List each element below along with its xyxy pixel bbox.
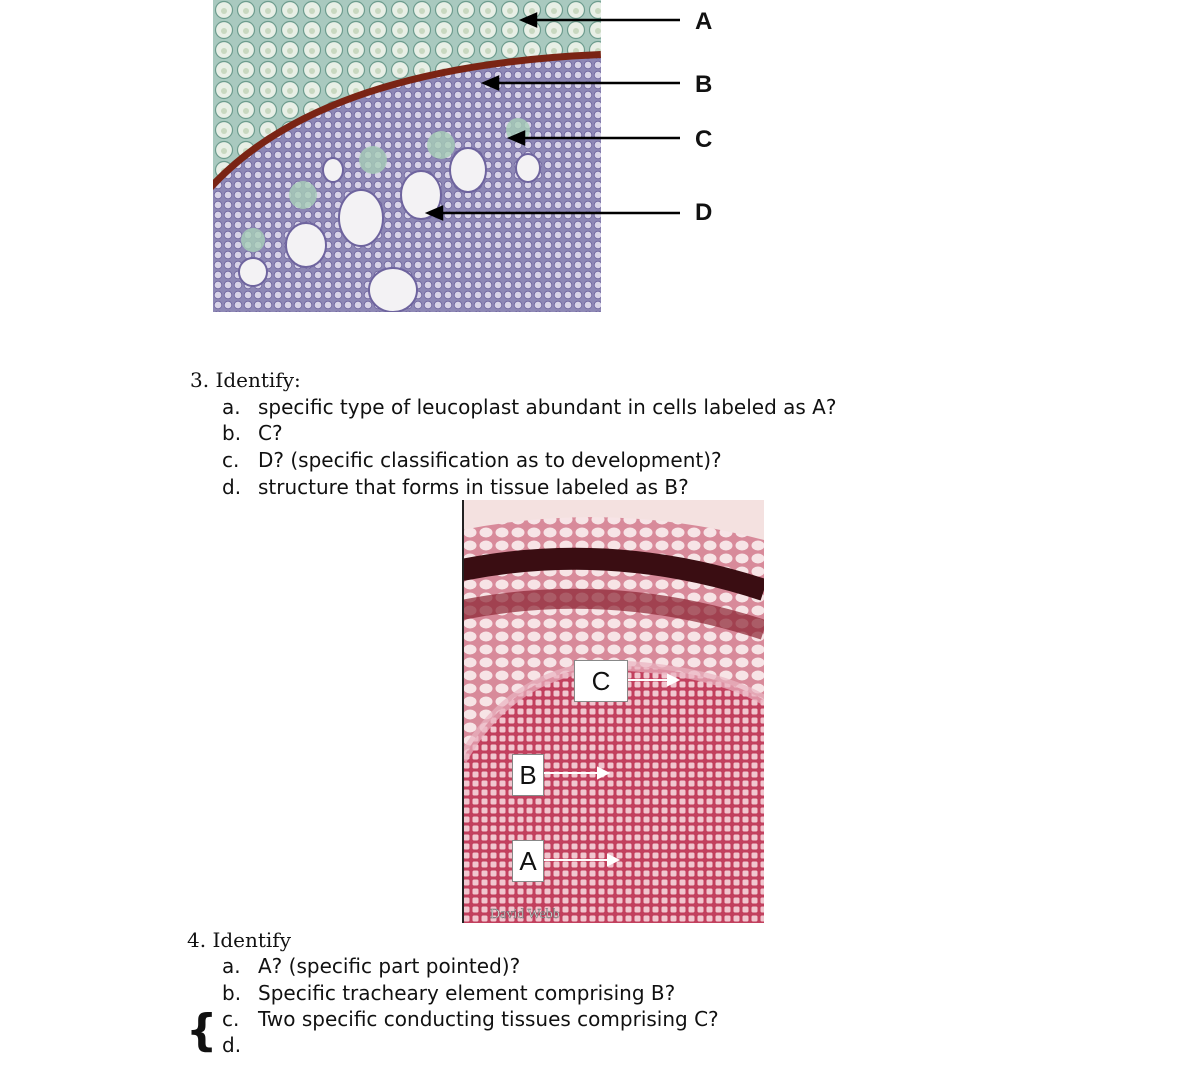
item-text: specific type of leucoplast abundant in …	[258, 395, 837, 419]
item-text: structure that forms in tissue labeled a…	[258, 475, 689, 499]
label: B	[512, 754, 544, 796]
item-letter: a.	[222, 954, 241, 978]
label: C	[695, 126, 713, 153]
item-letter: a.	[222, 395, 241, 419]
item-letter: b.	[222, 421, 242, 445]
question-heading: 4. Identify	[187, 928, 291, 952]
arrows-1	[424, 12, 680, 221]
micrograph-1	[213, 0, 601, 312]
item-letter: b.	[222, 981, 242, 1005]
item-text: Specific tracheary element comprising B?	[258, 981, 676, 1005]
label: D	[695, 199, 713, 226]
brace: {	[186, 1005, 218, 1056]
item-text: A? (specific part pointed)?	[258, 954, 521, 978]
label: A	[695, 8, 713, 35]
question-heading: 3. Identify:	[190, 368, 301, 392]
item-letter: d.	[222, 1033, 242, 1057]
label: B	[695, 71, 713, 98]
watermark: David Webb	[490, 907, 560, 922]
item-letter: c.	[222, 1007, 240, 1031]
item-letter: d.	[222, 475, 242, 499]
item-text: D? (specific classification as to develo…	[258, 448, 722, 472]
item-text: Two specific conducting tissues comprisi…	[258, 1007, 719, 1031]
micrograph-2: David Webb	[462, 500, 764, 923]
item-text: C?	[258, 421, 283, 445]
label: A	[512, 840, 544, 882]
label: C	[574, 660, 628, 702]
item-letter: c.	[222, 448, 240, 472]
